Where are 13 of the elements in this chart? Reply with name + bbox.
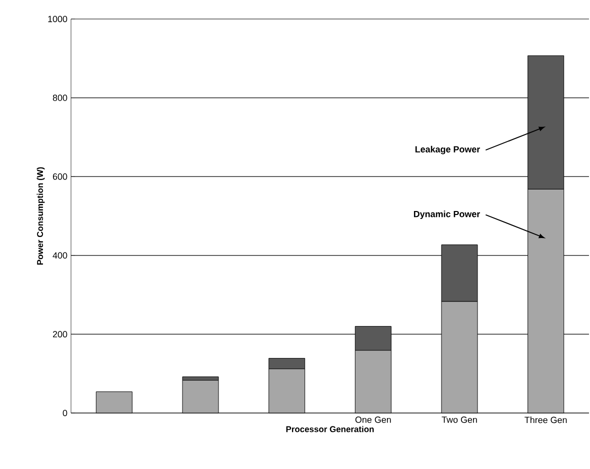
y-tick-label: 0 <box>62 410 68 416</box>
y-tick-label: 1000 <box>48 16 68 22</box>
x-tick-label: Two Gen <box>442 416 477 423</box>
y-tick-label: 400 <box>52 252 68 259</box>
x-tick-label: Three Gen <box>524 416 567 424</box>
y-axis-title: Power Consumption (W) <box>36 167 45 265</box>
y-tick-label: 800 <box>52 94 68 101</box>
text: Leakage Power <box>415 146 480 154</box>
x-axis-title: Processor Generation <box>286 426 374 432</box>
text: Dynamic Power <box>414 210 480 219</box>
x-tick-label: One Gen <box>355 416 391 423</box>
y-tick-label: 200 <box>52 331 68 338</box>
y-tick-label: 600 <box>52 173 68 180</box>
